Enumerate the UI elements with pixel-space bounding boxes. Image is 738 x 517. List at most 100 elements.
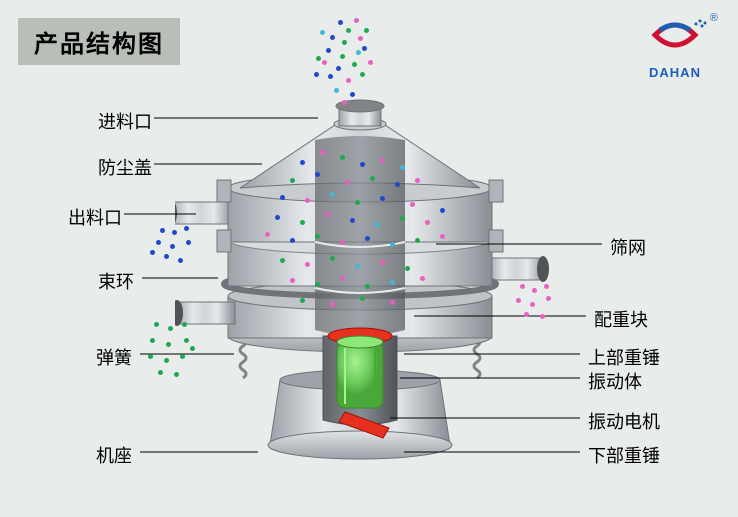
particle	[178, 258, 183, 263]
particle	[190, 346, 195, 351]
particle	[530, 302, 535, 307]
particle	[375, 222, 380, 227]
particle	[322, 60, 327, 65]
particle	[340, 276, 345, 281]
particle	[170, 244, 175, 249]
particle	[334, 88, 339, 93]
particle	[524, 312, 529, 317]
particle	[342, 40, 347, 45]
particle	[315, 234, 320, 239]
particle	[275, 215, 280, 220]
particle	[148, 354, 153, 359]
particle	[364, 28, 369, 33]
particle	[346, 78, 351, 83]
particle	[355, 264, 360, 269]
particle	[342, 100, 347, 105]
particle	[415, 238, 420, 243]
particle	[164, 358, 169, 363]
particle	[360, 162, 365, 167]
particle	[330, 35, 335, 40]
particle	[340, 240, 345, 245]
particle	[380, 158, 385, 163]
particle	[305, 262, 310, 267]
particle	[350, 92, 355, 97]
particle	[265, 232, 270, 237]
particle	[316, 56, 321, 61]
particle	[314, 72, 319, 77]
particle	[160, 228, 165, 233]
particle	[330, 256, 335, 261]
outlet-right	[487, 256, 549, 282]
particle	[174, 372, 179, 377]
particle	[184, 338, 189, 343]
particle	[150, 250, 155, 255]
particle	[415, 178, 420, 183]
particle	[315, 172, 320, 177]
particle	[346, 28, 351, 33]
outlet-upper	[175, 200, 233, 226]
label-束环: 束环	[98, 268, 134, 294]
particle	[184, 226, 189, 231]
registered-mark: ®	[710, 12, 718, 24]
particle	[356, 50, 361, 55]
logo-icon	[640, 10, 710, 60]
particle	[390, 300, 395, 305]
particle	[300, 160, 305, 165]
label-配重块: 配重块	[594, 306, 648, 332]
particle	[156, 240, 161, 245]
particle	[544, 284, 549, 289]
particle	[368, 60, 373, 65]
particle	[158, 370, 163, 375]
particle	[290, 278, 295, 283]
particle	[326, 48, 331, 53]
particle	[540, 314, 545, 319]
label-下部重锤: 下部重锤	[588, 442, 660, 468]
particle	[520, 284, 525, 289]
particle	[180, 354, 185, 359]
particle	[166, 342, 171, 347]
particle	[330, 192, 335, 197]
particle	[420, 276, 425, 281]
particle	[164, 254, 169, 259]
particle	[390, 242, 395, 247]
particle	[290, 238, 295, 243]
particle	[440, 234, 445, 239]
particle	[345, 180, 350, 185]
particle	[315, 282, 320, 287]
particle	[320, 150, 325, 155]
particle	[300, 298, 305, 303]
particle	[172, 230, 177, 235]
particle	[330, 302, 335, 307]
particle	[325, 212, 330, 217]
particle	[532, 288, 537, 293]
particle	[380, 260, 385, 265]
particle	[546, 296, 551, 301]
particle	[154, 322, 159, 327]
label-振动电机: 振动电机	[588, 408, 660, 434]
particle	[365, 284, 370, 289]
particle	[186, 240, 191, 245]
particle	[182, 322, 187, 327]
structure-diagram	[175, 40, 555, 510]
particle	[300, 220, 305, 225]
label-弹簧: 弹簧	[96, 344, 132, 370]
particle	[340, 54, 345, 59]
brand-logo: ® DAHAN	[640, 10, 710, 80]
particle	[355, 200, 360, 205]
particle	[328, 74, 333, 79]
title-box: 产品结构图	[18, 18, 180, 65]
vibration-motor	[337, 342, 383, 408]
particle	[352, 62, 357, 67]
particle	[360, 72, 365, 77]
particle	[380, 196, 385, 201]
particle	[358, 36, 363, 41]
particle	[400, 165, 405, 170]
label-防尘盖: 防尘盖	[98, 154, 152, 180]
particle	[320, 30, 325, 35]
particle	[390, 280, 395, 285]
particle	[365, 236, 370, 241]
particle	[405, 266, 410, 271]
page-title: 产品结构图	[34, 31, 164, 58]
label-进料口: 进料口	[98, 108, 152, 134]
particle	[338, 20, 343, 25]
